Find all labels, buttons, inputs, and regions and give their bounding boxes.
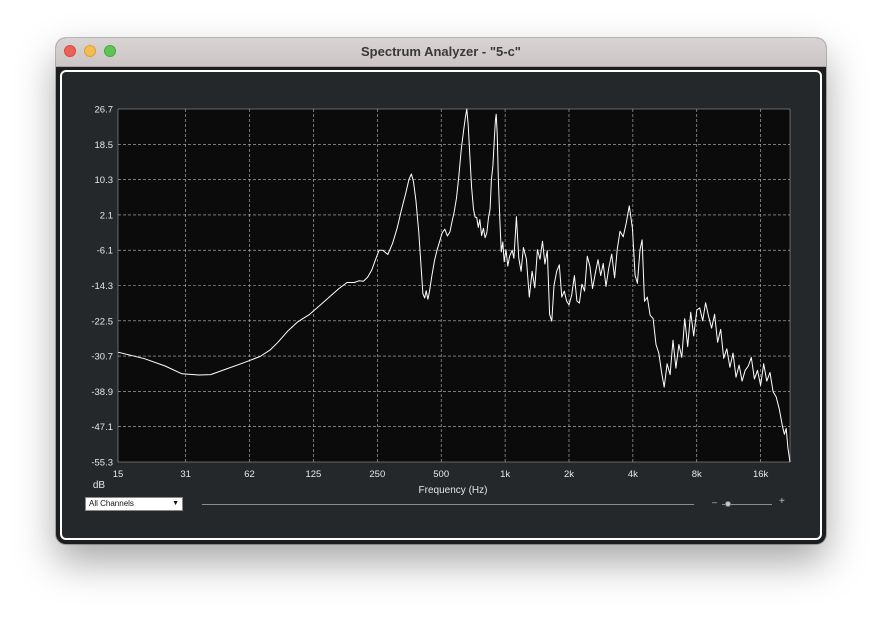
close-button[interactable] — [64, 45, 76, 57]
x-tick-label: 16k — [753, 469, 769, 480]
spectrum-series — [117, 108, 791, 463]
x-tick-label: 250 — [369, 469, 385, 480]
chevron-down-icon: ▼ — [172, 500, 179, 507]
y-tick-label: -6.1 — [97, 246, 113, 257]
spectrum-line — [117, 108, 791, 463]
spectrum-analyzer-window: Spectrum Analyzer - "5-c" 26.7 18.5 10.3 2.… — [56, 38, 826, 544]
window-title: Spectrum Analyzer - "5-c" — [361, 44, 521, 59]
x-tick-label: 1k — [500, 469, 510, 480]
x-axis-label: Frequency (Hz) — [419, 485, 488, 496]
y-tick-label: -22.5 — [91, 316, 113, 327]
horizontal-scrollbar[interactable] — [202, 504, 694, 505]
x-tick-label: 15 — [113, 469, 124, 480]
zoom-button[interactable] — [104, 45, 116, 57]
x-tick-label: 125 — [305, 469, 321, 480]
x-tick-label: 2k — [564, 469, 574, 480]
y-tick-label: -30.7 — [91, 352, 113, 363]
channel-select-value: All Channels — [89, 499, 134, 508]
channel-select[interactable]: All Channels ▼ — [85, 497, 183, 511]
analyzer-panel: 26.7 18.5 10.3 2.1 -6.1 -14.3 -22.5 -30.7 -38.9 -… — [60, 70, 822, 540]
y-tick-label: 10.3 — [95, 175, 114, 186]
x-tick-label: 8k — [692, 469, 702, 480]
spectrum-plot: 26.7 18.5 10.3 2.1 -6.1 -14.3 -22.5 -30.7 -38.9 -… — [91, 105, 791, 496]
x-tick-label: 62 — [244, 469, 255, 480]
y-tick-label: 2.1 — [100, 210, 113, 221]
x-tick-label: 4k — [628, 469, 638, 480]
y-tick-label: -38.9 — [91, 387, 113, 398]
title-bar[interactable]: Spectrum Analyzer - "5-c" — [56, 38, 826, 67]
zoom-in-icon[interactable]: + — [779, 496, 785, 507]
zoom-out-icon[interactable]: – — [712, 497, 718, 507]
y-tick-label: -47.1 — [91, 422, 113, 433]
y-tick-label: 18.5 — [95, 140, 114, 151]
zoom-slider[interactable] — [722, 504, 772, 505]
minimize-button[interactable] — [84, 45, 96, 57]
y-tick-labels: 26.7 18.5 10.3 2.1 -6.1 -14.3 -22.5 -30.7 -38.9 -… — [91, 105, 113, 469]
y-tick-label: -55.3 — [91, 458, 113, 469]
y-tick-label: -14.3 — [91, 281, 113, 292]
zoom-slider-handle[interactable] — [724, 501, 731, 507]
grid-lines — [118, 109, 790, 462]
x-tick-label: 31 — [180, 469, 191, 480]
y-axis-label: dB — [93, 480, 106, 491]
y-tick-label: 26.7 — [95, 105, 114, 116]
x-tick-labels: 15 31 62 125 250 500 1k 2k 4k 8k 16k — [113, 469, 769, 480]
x-tick-label: 500 — [433, 469, 449, 480]
